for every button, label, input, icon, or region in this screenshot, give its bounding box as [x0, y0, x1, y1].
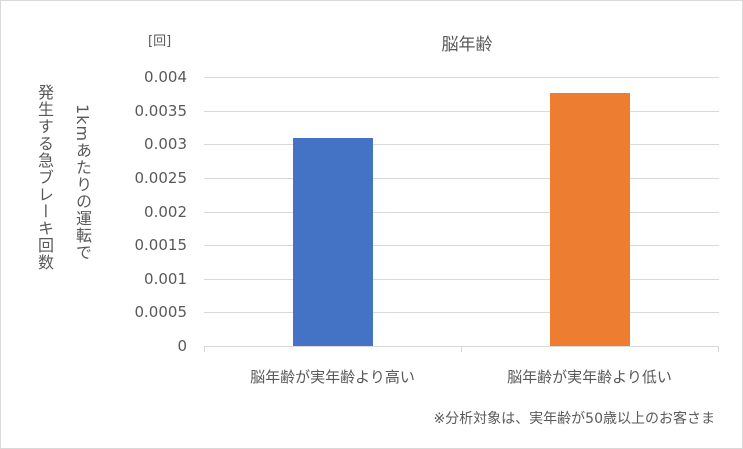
x-axis-tick — [204, 346, 205, 352]
gridline — [204, 111, 719, 112]
gridline — [204, 245, 719, 246]
x-category-label: 脳年齢が実年齢より高い — [250, 368, 415, 386]
footnote-annotation: ※分析対象は、実年齢が50歳以上のお客さま — [433, 411, 715, 427]
y-tick-label: 0 — [177, 337, 187, 355]
x-axis-tick — [718, 346, 719, 352]
gridline — [204, 77, 719, 78]
y-axis-label-line-1: 発生する急ブレーキ回数 — [35, 84, 54, 271]
gridline — [204, 144, 719, 145]
y-tick-label: 0.0005 — [134, 303, 188, 321]
y-tick-label: 0.0035 — [134, 102, 188, 120]
y-tick-label: 0.003 — [144, 135, 187, 153]
y-axis-label-line-2: 1kmあたりの運転で — [73, 104, 92, 262]
y-tick-label: 0.001 — [144, 270, 187, 288]
y-tick-label: 0.002 — [144, 203, 187, 221]
gridline — [204, 312, 719, 313]
y-axis-unit: [回] — [148, 34, 172, 49]
y-tick-label: 0.0015 — [134, 236, 188, 254]
x-axis-tick — [461, 346, 462, 352]
bar-higher-brain-age — [293, 137, 373, 346]
chart-title: 脳年齢 — [441, 35, 493, 55]
y-tick-label: 0.004 — [144, 68, 187, 86]
gridline — [204, 178, 719, 179]
x-category-label: 脳年齢が実年齢より低い — [507, 368, 672, 386]
gridline — [204, 279, 719, 280]
bar-lower-brain-age — [550, 93, 630, 346]
y-tick-label: 0.0025 — [134, 169, 188, 187]
gridline — [204, 212, 719, 213]
